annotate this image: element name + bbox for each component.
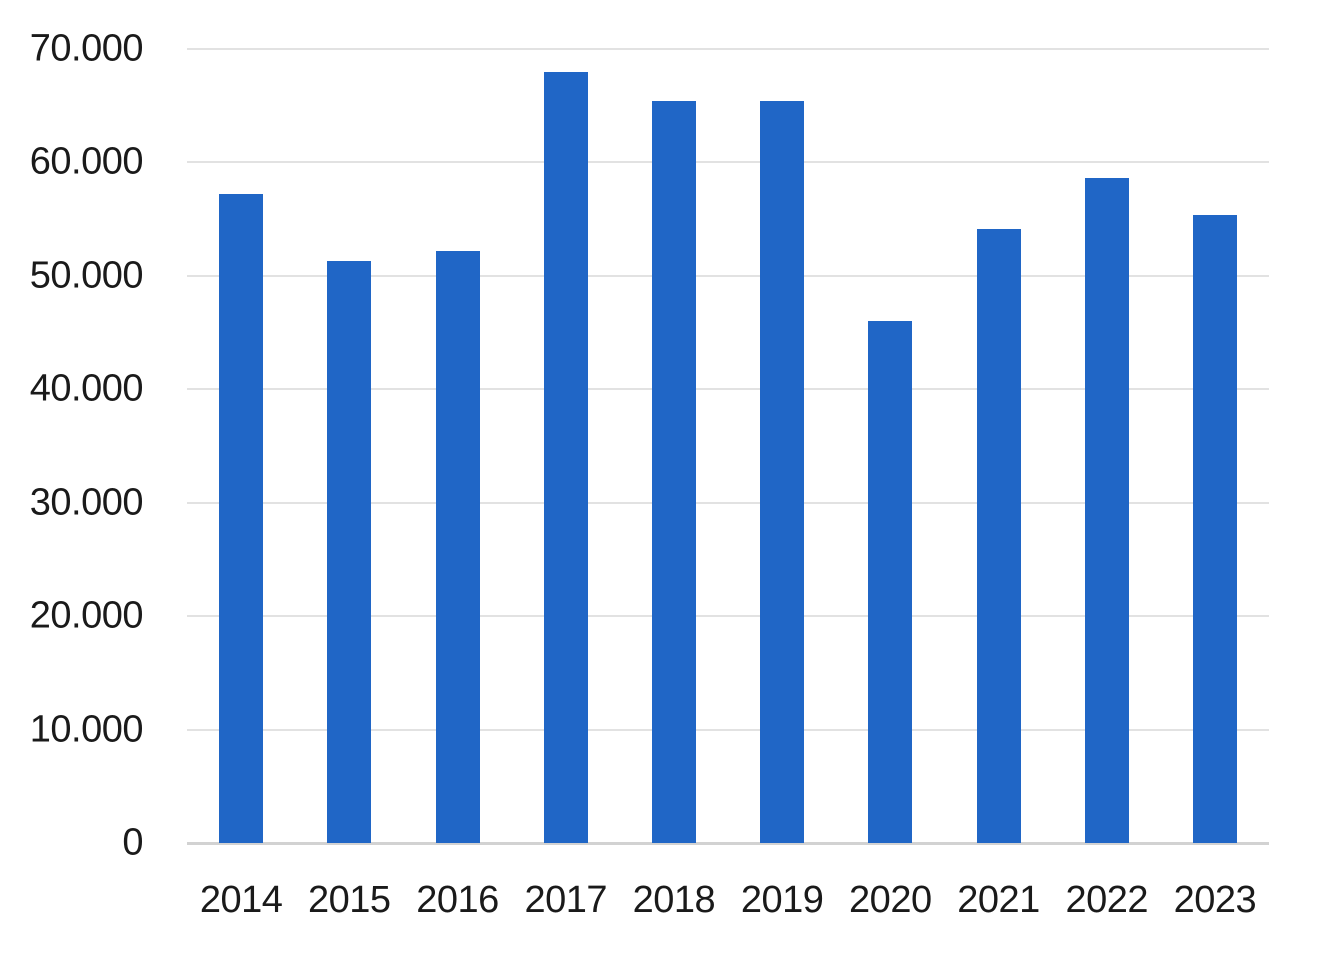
gridline [187,501,1269,504]
bar-slot-2022 [1053,49,1161,843]
bar-2020 [868,321,913,843]
x-tick-label-2014: 2014 [199,879,283,921]
x-tick-label-2020: 2020 [849,879,932,921]
gridline [187,615,1269,618]
x-tick-label-2022: 2022 [1065,879,1148,921]
bar-2023 [1192,214,1237,843]
bar-slot-2018 [620,49,728,843]
y-tick-label: 10.000 [29,708,144,751]
bar-slot-2023 [1161,49,1269,843]
bar-2019 [760,101,805,843]
y-tick-label: 70.000 [29,27,144,70]
x-tick-label-2018: 2018 [632,879,716,921]
y-tick-label: 0 [122,821,143,864]
x-tick-label-2015: 2015 [308,879,391,921]
gridline [187,48,1269,50]
x-tick-label-2016: 2016 [416,879,499,921]
bar-slot-2021 [944,49,1052,843]
gridline [187,274,1269,277]
y-tick-label: 30.000 [29,481,144,524]
bar-2016 [435,250,480,843]
bar-2014 [219,194,264,843]
bar-2015 [327,261,372,843]
bar-2022 [1084,178,1129,843]
x-axis: 2014 2015 2016 2017 2018 2019 2020 2021 2022 2023 [187,872,1269,932]
bar-slot-2014 [187,49,295,843]
bar-2017 [543,71,588,843]
bar-2021 [976,229,1021,843]
bar-2018 [651,101,696,843]
bar-slot-2016 [403,49,511,843]
bar-slot-2017 [512,49,620,843]
x-tick-label-2023: 2023 [1173,879,1257,921]
gridline [187,388,1269,391]
bar-slot-2015 [295,49,403,843]
x-tick-label-2019: 2019 [740,879,824,921]
x-axis-baseline [187,842,1269,845]
y-tick-label: 50.000 [29,254,144,297]
bars-container [187,49,1269,843]
gridline [187,728,1269,731]
y-tick-label: 20.000 [29,594,144,637]
y-axis: 0 10.000 20.000 30.000 40.000 50.000 60.000 70.… [0,0,144,959]
plot-area [187,48,1269,845]
bar-slot-2020 [836,49,944,843]
gridline [187,161,1269,164]
x-tick-label-2017: 2017 [524,879,607,921]
x-tick-label-2021: 2021 [957,879,1040,921]
y-tick-label: 40.000 [29,367,144,410]
bar-slot-2019 [728,49,836,843]
y-tick-label: 60.000 [29,140,144,183]
